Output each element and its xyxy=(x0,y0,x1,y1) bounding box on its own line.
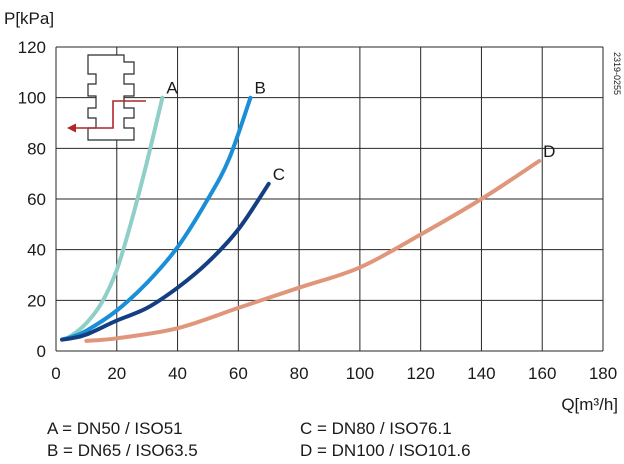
valve-icon xyxy=(67,54,146,141)
x-tick-label: 60 xyxy=(229,364,248,383)
y-tick-label: 120 xyxy=(18,38,46,57)
flow-path-line xyxy=(75,100,146,129)
legend-item-a: A = DN50 / ISO51 xyxy=(47,419,183,438)
y-tick-label: 60 xyxy=(27,190,46,209)
y-tick-label: 80 xyxy=(27,139,46,158)
x-tick-label: 180 xyxy=(589,364,617,383)
curves xyxy=(60,95,542,343)
x-tick-label: 160 xyxy=(528,364,556,383)
y-tick-label: 100 xyxy=(18,89,46,108)
x-tick-label: 100 xyxy=(346,364,374,383)
legend-item-b: B = DN65 / ISO63.5 xyxy=(47,441,198,460)
x-axis-label: Q[m³/h] xyxy=(561,395,618,414)
legend-item-c: C = DN80 / ISO76.1 xyxy=(300,419,452,438)
y-tick-label: 20 xyxy=(27,291,46,310)
x-tick-label: 40 xyxy=(168,364,187,383)
x-tick-label: 120 xyxy=(406,364,434,383)
curve-label-b: B xyxy=(254,79,265,98)
x-tick-label: 80 xyxy=(290,364,309,383)
y-tick-label: 0 xyxy=(37,342,46,361)
tick-labels: 0 20 40 60 80 100 120 140 160 180 0 20 40 60 80 100 120 xyxy=(18,38,618,383)
legend: A = DN50 / ISO51 C = DN80 / ISO76.1 B = … xyxy=(47,419,471,460)
y-tick-label: 40 xyxy=(27,241,46,260)
curve-label-a: A xyxy=(166,79,178,98)
curve-label-c: C xyxy=(273,165,285,184)
x-tick-label: 0 xyxy=(51,364,60,383)
curve-labels: A B C D xyxy=(166,79,555,184)
x-tick-label: 140 xyxy=(467,364,495,383)
curve-d xyxy=(84,159,542,343)
curve-c xyxy=(60,181,271,342)
flow-arrow-icon xyxy=(67,123,76,133)
curve-label-d: D xyxy=(543,142,555,161)
legend-item-d: D = DN100 / ISO101.6 xyxy=(300,441,471,460)
grid xyxy=(55,46,604,352)
figure-code: 2319-0255 xyxy=(612,52,622,95)
y-axis-label: P[kPa] xyxy=(4,9,54,28)
x-tick-label: 20 xyxy=(107,364,126,383)
valve-body-outline xyxy=(87,54,135,141)
